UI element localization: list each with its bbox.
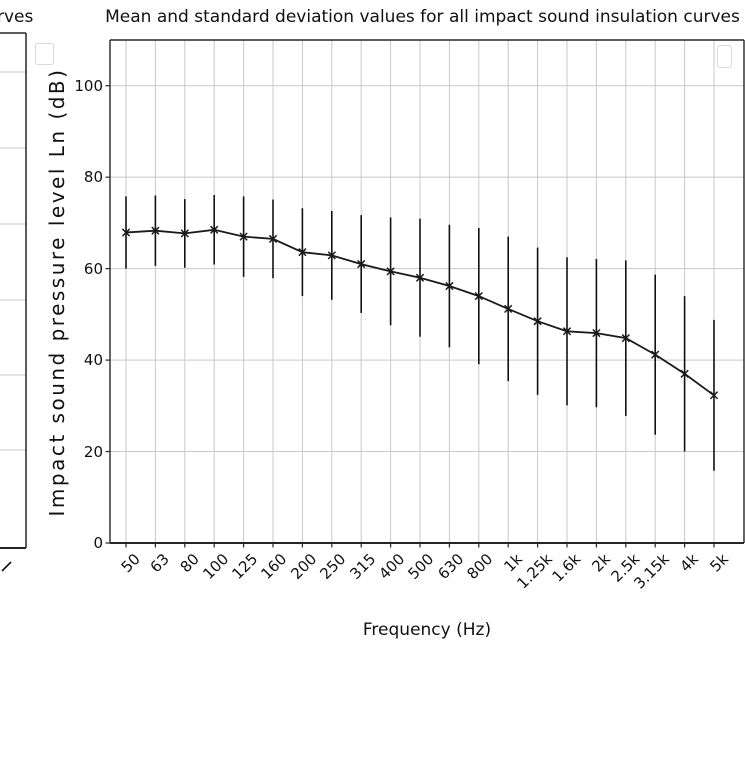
data-marker (445, 281, 454, 291)
y-tick-label: 60 (83, 259, 103, 278)
y-tick-label: 80 (83, 168, 103, 187)
data-marker (474, 291, 483, 301)
x-axis-label: Frequency (Hz) (362, 620, 492, 640)
data-marker (239, 232, 248, 241)
y-tick-label: 100 (74, 76, 103, 95)
left-chart-legend-box (35, 43, 54, 65)
y-tick-label: 20 (83, 442, 103, 461)
data-marker (180, 229, 189, 238)
data-marker (651, 350, 660, 359)
data-marker (151, 226, 160, 235)
data-marker (562, 327, 572, 336)
data-marker (415, 273, 425, 282)
clipped-tick-label-fragment (1, 561, 12, 572)
left-chart-title-fragment: rves (0, 7, 34, 27)
data-marker (592, 328, 601, 338)
data-marker (121, 228, 131, 237)
data-marker (357, 259, 366, 269)
data-marker (680, 369, 689, 378)
y-tick-label: 40 (83, 351, 103, 370)
chart-title: Mean and standard deviation values for a… (105, 7, 740, 27)
y-tick-label: 0 (93, 534, 103, 552)
data-marker (621, 334, 630, 343)
data-marker (533, 317, 542, 326)
data-marker (709, 391, 719, 400)
data-marker (298, 248, 307, 257)
data-marker (327, 251, 336, 260)
data-marker (210, 225, 219, 234)
data-marker (386, 267, 395, 276)
data-marker (268, 234, 278, 244)
legend-box (717, 45, 732, 68)
data-marker (504, 304, 513, 314)
